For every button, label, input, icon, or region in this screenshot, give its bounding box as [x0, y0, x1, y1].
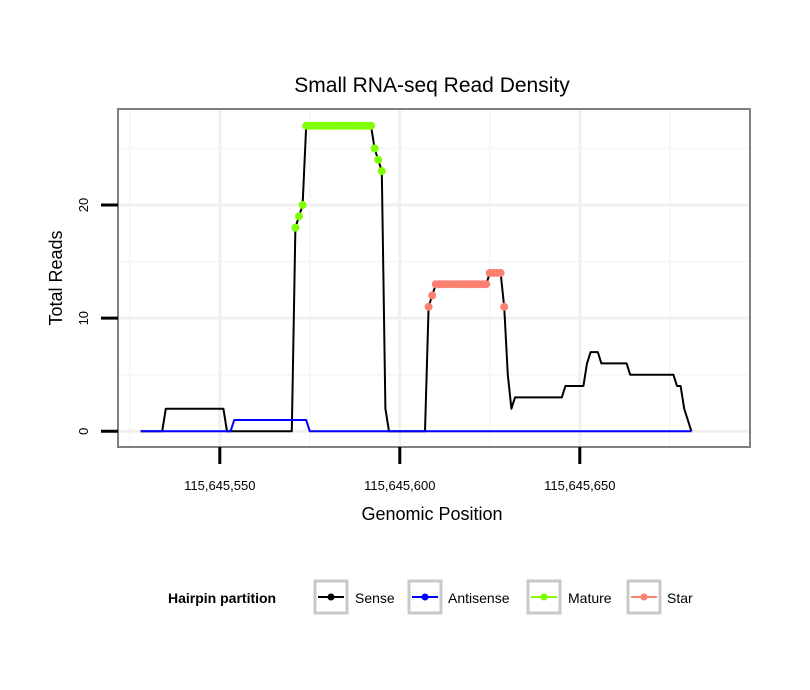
legend-label-mature: Mature: [568, 590, 612, 606]
point-star: [500, 302, 509, 311]
legend: Hairpin partition Sense Antisense Mature St…: [168, 579, 693, 615]
point-star: [428, 291, 437, 300]
legend-title: Hairpin partition: [168, 590, 276, 606]
series-line-sense: [140, 124, 693, 433]
grid-lines: [119, 110, 749, 446]
y-tick-label: 10: [76, 311, 91, 325]
legend-dot-mature: [540, 593, 548, 601]
legend-dot-star: [640, 593, 648, 601]
series-layer: [140, 121, 693, 433]
x-axis-title: Genomic Position: [361, 504, 502, 524]
legend-dot-antisense: [421, 593, 429, 601]
x-tick-label: 115,645,600: [364, 478, 435, 493]
y-axis: 0 10 20: [76, 198, 118, 435]
x-axis: 115,645,550 115,645,600 115,645,650: [184, 447, 615, 493]
y-tick-label: 0: [76, 428, 91, 435]
legend-label-antisense: Antisense: [448, 590, 510, 606]
point-mature: [377, 167, 386, 176]
legend-label-star: Star: [667, 590, 693, 606]
chart-title: Small RNA-seq Read Density: [294, 74, 570, 97]
legend-dot-sense: [327, 593, 335, 601]
y-tick-label: 20: [76, 198, 91, 212]
point-star: [424, 302, 433, 311]
point-star: [496, 268, 505, 277]
series-line-antisense: [140, 419, 692, 433]
legend-label-sense: Sense: [355, 590, 395, 606]
point-mature: [298, 201, 307, 209]
x-tick-label: 115,645,650: [544, 478, 615, 493]
point-mature: [374, 155, 383, 164]
point-star: [482, 280, 491, 289]
point-mature: [370, 144, 379, 153]
x-tick-label: 115,645,550: [184, 478, 255, 493]
point-mature: [295, 212, 303, 221]
point-mature: [367, 121, 375, 130]
y-axis-title: Total Reads: [46, 230, 66, 325]
point-mature: [291, 223, 300, 232]
plot-border: [117, 108, 751, 448]
